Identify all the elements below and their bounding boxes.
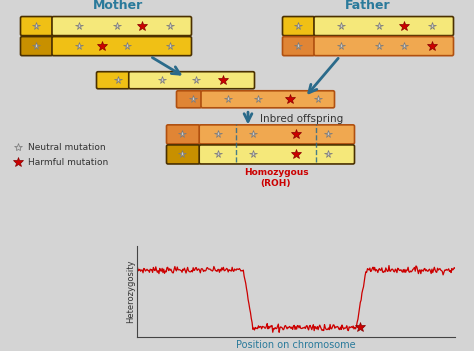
FancyBboxPatch shape: [283, 16, 314, 35]
FancyBboxPatch shape: [129, 72, 255, 89]
FancyBboxPatch shape: [199, 125, 355, 144]
Text: Father: Father: [345, 0, 391, 12]
Text: Inbred offspring: Inbred offspring: [260, 114, 343, 124]
FancyBboxPatch shape: [199, 145, 355, 164]
Text: Harmful mutation: Harmful mutation: [28, 158, 108, 167]
Y-axis label: Heterozygosity: Heterozygosity: [126, 260, 135, 323]
FancyBboxPatch shape: [176, 91, 201, 108]
FancyBboxPatch shape: [52, 16, 191, 35]
FancyBboxPatch shape: [20, 37, 53, 56]
FancyBboxPatch shape: [314, 37, 454, 56]
FancyBboxPatch shape: [52, 37, 191, 56]
Text: Mother: Mother: [93, 0, 143, 12]
FancyBboxPatch shape: [283, 37, 314, 56]
FancyBboxPatch shape: [97, 72, 129, 89]
Text: Homozygous
(ROH): Homozygous (ROH): [244, 168, 308, 188]
FancyBboxPatch shape: [166, 125, 200, 144]
Text: Neutral mutation: Neutral mutation: [28, 143, 106, 152]
X-axis label: Position on chromosome: Position on chromosome: [237, 340, 356, 350]
FancyBboxPatch shape: [20, 16, 53, 35]
FancyBboxPatch shape: [166, 145, 200, 164]
FancyBboxPatch shape: [201, 91, 335, 108]
FancyBboxPatch shape: [314, 16, 454, 35]
